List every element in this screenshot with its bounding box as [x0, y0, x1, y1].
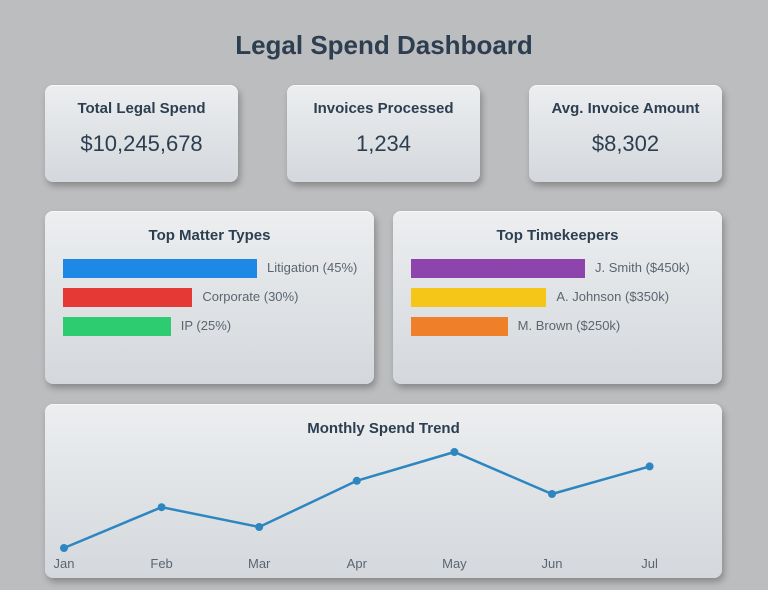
kpi-label: Total Legal Spend: [77, 100, 206, 117]
trend-point: [645, 462, 654, 471]
matter-types-panel: Top Matter Types Litigation (45%) Corpor…: [45, 211, 374, 384]
matter-bar-label: IP (25%): [180, 318, 232, 333]
trend-x-tick: Jun: [542, 556, 563, 571]
trend-x-tick: Feb: [150, 556, 172, 571]
timekeeper-bar-label: A. Johnson ($350k): [556, 289, 670, 304]
matter-bar-corporate: [63, 288, 193, 307]
timekeeper-bar-row: A. Johnson ($350k): [411, 288, 731, 307]
matter-bar-label: Corporate (30%): [202, 289, 299, 304]
kpi-value: 1,234: [355, 131, 412, 156]
trend-point: [60, 544, 68, 552]
matter-bar-litigation: [63, 259, 257, 278]
kpi-card-invoices: Invoices Processed 1,234: [287, 85, 480, 182]
timekeepers-panel: Top Timekeepers J. Smith ($450k) A. John…: [393, 211, 722, 384]
timekeeper-bar-label: J. Smith ($450k): [595, 260, 690, 275]
timekeepers-title: Top Timekeepers: [496, 227, 619, 244]
spend-trend-chart: Jan Feb Mar Apr May Jun Jul: [54, 448, 658, 571]
trend-x-tick: May: [442, 556, 467, 571]
matter-bar-row: Corporate (30%): [63, 288, 383, 307]
spend-trend-title: Monthly Spend Trend: [307, 420, 460, 437]
trend-x-tick: Apr: [347, 556, 368, 571]
kpi-card-total-spend: Total Legal Spend $10,245,678: [45, 85, 238, 182]
trend-x-tick: Jan: [54, 556, 75, 571]
timekeeper-bar-smith: [411, 259, 585, 278]
matter-types-title: Top Matter Types: [148, 227, 271, 244]
matter-bar-row: IP (25%): [63, 317, 383, 336]
timekeeper-bar-row: M. Brown ($250k): [411, 317, 731, 336]
kpi-card-avg-invoice: Avg. Invoice Amount $8,302: [529, 85, 722, 182]
timekeeper-bar-brown: [411, 317, 508, 336]
trend-x-tick: Mar: [248, 556, 271, 571]
matter-bar-label: Litigation (45%): [267, 260, 358, 275]
trend-point: [548, 490, 556, 498]
timekeeper-bar-label: M. Brown ($250k): [517, 318, 621, 333]
kpi-value: $8,302: [591, 131, 660, 156]
trend-point: [255, 523, 264, 531]
kpi-value: $10,245,678: [80, 131, 203, 156]
trend-x-tick: Jul: [641, 556, 658, 571]
trend-point: [157, 503, 166, 512]
page-title: Legal Spend Dashboard: [235, 30, 533, 60]
kpi-label: Avg. Invoice Amount: [551, 100, 700, 117]
trend-point: [450, 448, 459, 456]
matter-bar-row: Litigation (45%): [63, 259, 383, 278]
timekeeper-bar-johnson: [411, 288, 547, 307]
timekeeper-bar-row: J. Smith ($450k): [411, 259, 731, 278]
spend-trend-panel: Monthly Spend Trend Jan Feb Mar Apr May Jun Ju…: [45, 404, 722, 578]
kpi-label: Invoices Processed: [313, 100, 454, 117]
trend-point: [352, 476, 361, 485]
trend-line: [63, 450, 650, 550]
matter-bar-ip: [63, 317, 171, 336]
